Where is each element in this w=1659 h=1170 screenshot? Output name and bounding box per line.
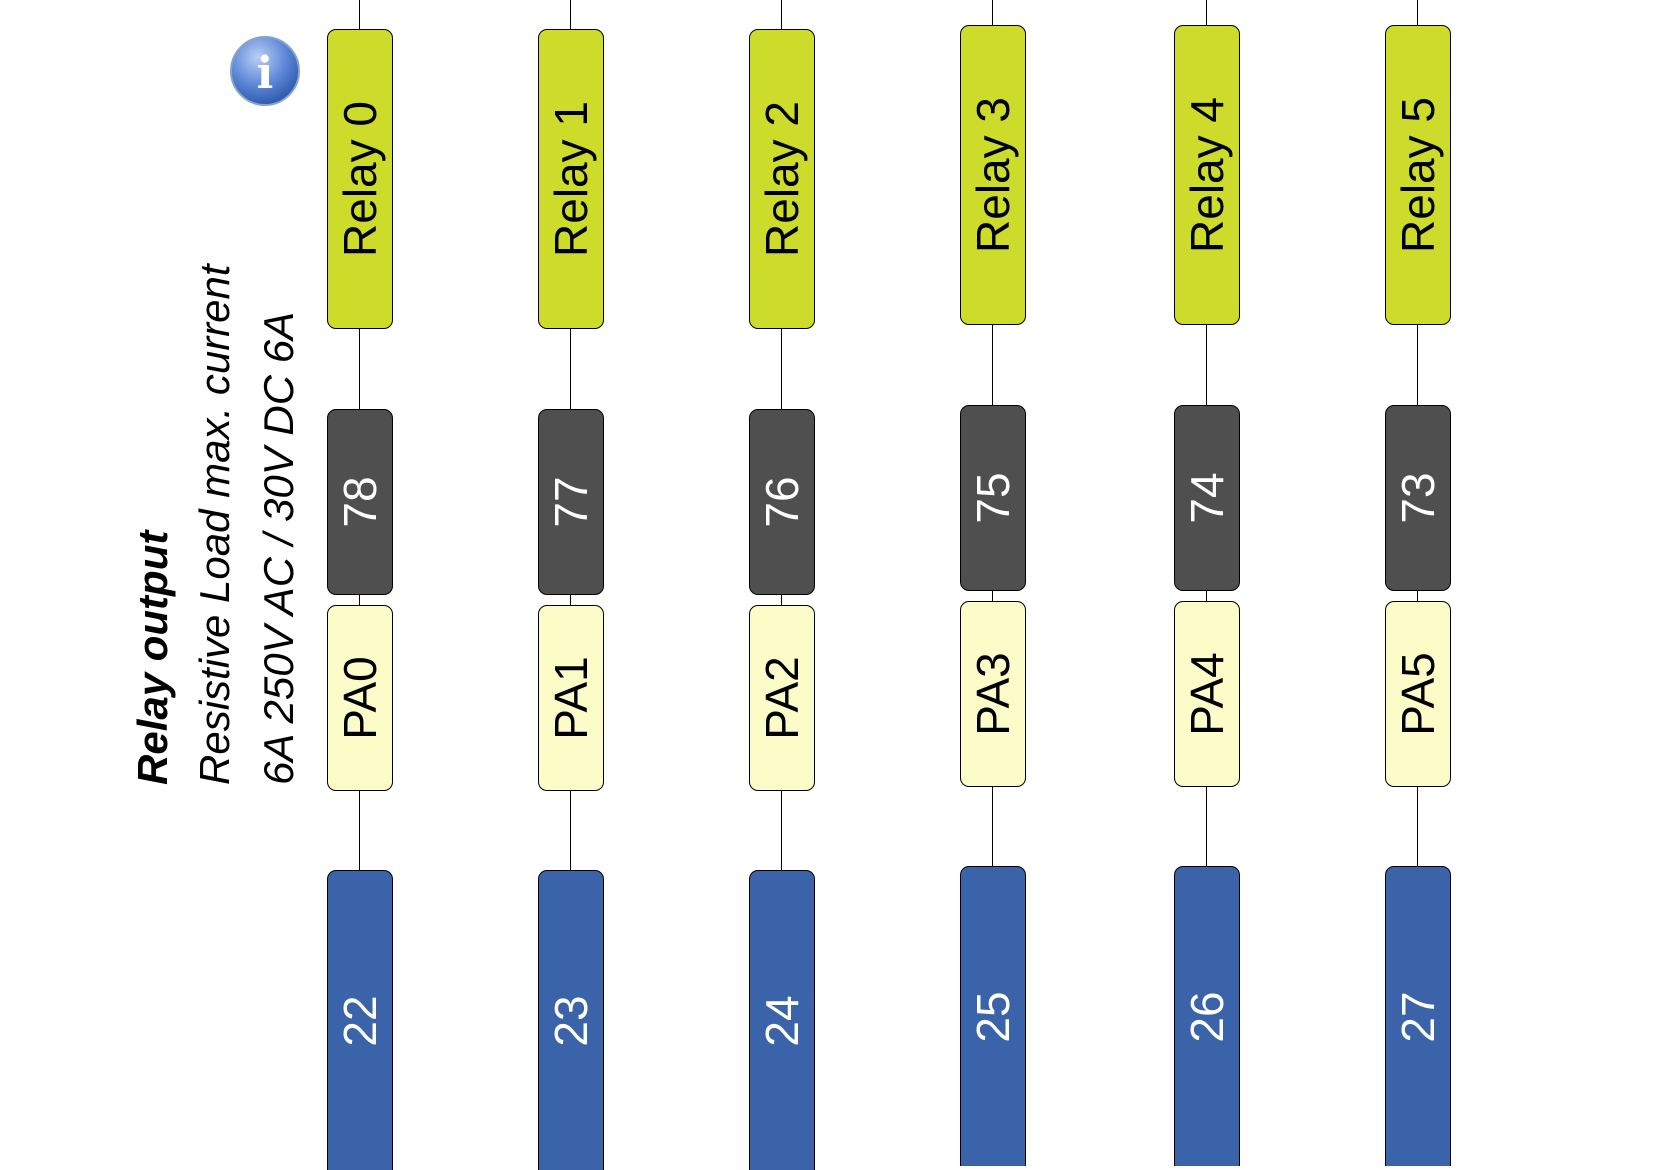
channel-5: Relay 5 73 PA5 27 [1385, 0, 1451, 1166]
diagram-subtitle: Resistive Load max. current [191, 264, 238, 785]
terminal-box: 23 [538, 870, 604, 1170]
pin-box: 73 [1385, 405, 1451, 591]
relay-box: Relay 5 [1385, 25, 1451, 325]
terminal-box: 22 [327, 870, 393, 1170]
info-glyph: i [257, 48, 274, 99]
relay-box: Relay 1 [538, 29, 604, 329]
relay-label: Relay 5 [1392, 97, 1444, 253]
pin-label: 74 [1181, 472, 1233, 524]
terminal-label: 27 [1392, 990, 1444, 1043]
channel-0: Relay 0 78 PA0 22 [327, 0, 393, 1170]
terminal-label: 25 [967, 990, 1019, 1043]
diagram-title: Relay output [129, 530, 176, 785]
relay-box: Relay 2 [749, 29, 815, 329]
relay-box: Relay 0 [327, 29, 393, 329]
port-box: PA0 [327, 605, 393, 791]
port-label: PA4 [1181, 652, 1233, 736]
channel-3: Relay 3 75 PA3 25 [960, 0, 1026, 1166]
pin-label: 76 [756, 476, 808, 528]
port-box: PA5 [1385, 601, 1451, 787]
port-box: PA3 [960, 601, 1026, 787]
port-label: PA1 [545, 656, 597, 740]
relay-box: Relay 4 [1174, 25, 1240, 325]
terminal-label: 26 [1181, 990, 1233, 1043]
port-label: PA2 [756, 656, 808, 740]
diagram-rating: 6A 250V AC / 30V DC 6A [255, 311, 302, 785]
pin-box: 76 [749, 409, 815, 595]
port-box: PA1 [538, 605, 604, 791]
port-label: PA5 [1392, 652, 1444, 736]
relay-label: Relay 0 [334, 101, 386, 257]
relay-box: Relay 3 [960, 25, 1026, 325]
relay-label: Relay 2 [756, 101, 808, 257]
pin-label: 75 [967, 472, 1019, 524]
pin-label: 78 [334, 476, 386, 528]
port-box: PA4 [1174, 601, 1240, 787]
terminal-label: 22 [334, 994, 386, 1047]
channel-1: Relay 1 77 PA1 23 [538, 0, 604, 1170]
port-label: PA3 [967, 652, 1019, 736]
terminal-label: 24 [756, 994, 808, 1047]
pin-box: 74 [1174, 405, 1240, 591]
terminal-box: 25 [960, 866, 1026, 1166]
channel-4: Relay 4 74 PA4 26 [1174, 0, 1240, 1166]
port-box: PA2 [749, 605, 815, 791]
relay-label: Relay 4 [1181, 97, 1233, 253]
pin-box: 77 [538, 409, 604, 595]
terminal-box: 24 [749, 870, 815, 1170]
pin-label: 77 [545, 476, 597, 528]
terminal-label: 23 [545, 994, 597, 1047]
terminal-box: 26 [1174, 866, 1240, 1166]
terminal-box: 27 [1385, 866, 1451, 1166]
info-icon[interactable]: i [228, 34, 302, 108]
pin-label: 73 [1392, 472, 1444, 524]
pin-box: 78 [327, 409, 393, 595]
channel-2: Relay 2 76 PA2 24 [749, 0, 815, 1170]
relay-label: Relay 3 [967, 97, 1019, 253]
pin-box: 75 [960, 405, 1026, 591]
port-label: PA0 [334, 656, 386, 740]
relay-label: Relay 1 [545, 101, 597, 257]
